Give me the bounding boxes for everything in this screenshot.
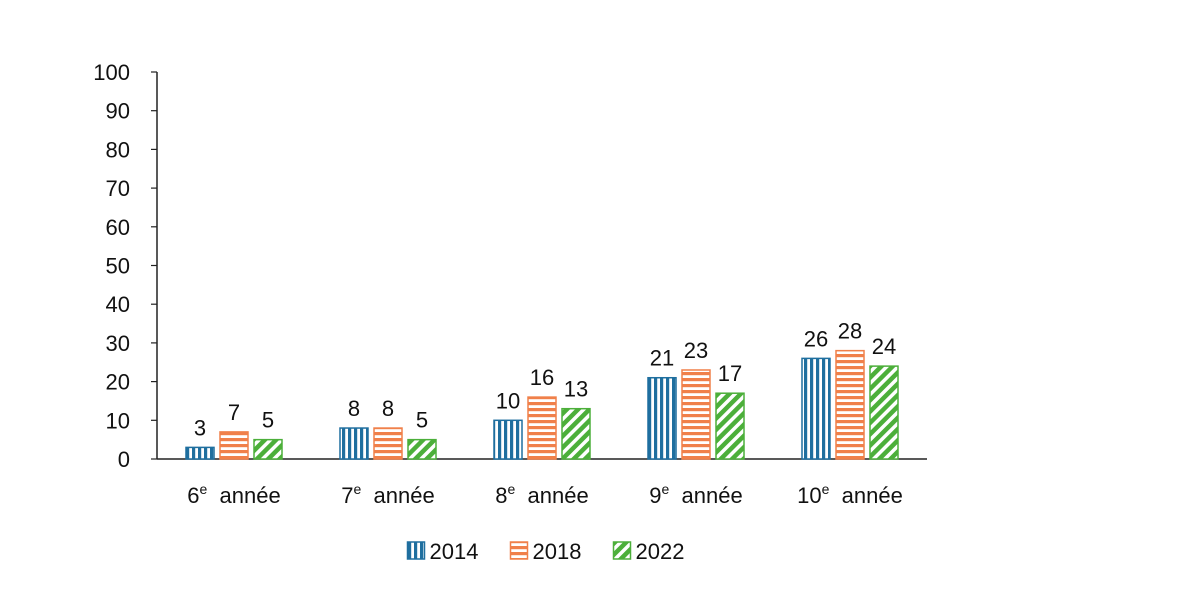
bar-2014-cat-2 (339, 427, 369, 460)
bar-2018-cat-2 (373, 427, 403, 460)
legend-swatch (509, 541, 529, 560)
data-label-2014-cat-1: 3 (194, 415, 206, 440)
y-tick-label: 100 (93, 60, 130, 85)
x-category-label: 10e année (797, 481, 903, 508)
x-category-label: 6e année (187, 481, 280, 508)
x-category-label: 9e année (649, 481, 742, 508)
data-label-2022-cat-1: 5 (262, 408, 274, 433)
data-label-2018-cat-1: 7 (228, 400, 240, 425)
category-labels-group: 6e année 7e année 8e année 9e année 10e anné… (187, 481, 903, 508)
bar-2022-cat-4 (715, 392, 745, 460)
bar-2022-cat-3 (561, 407, 591, 460)
data-label-2018-cat-2: 8 (382, 396, 394, 421)
y-tick-label: 90 (106, 99, 130, 124)
data-label-2022-cat-3: 13 (564, 377, 588, 402)
y-tick-label: 40 (106, 292, 130, 317)
data-label-2018-cat-3: 16 (530, 365, 554, 390)
data-label-2018-cat-4: 23 (684, 338, 708, 363)
legend-item-2014: 2014 (406, 539, 479, 564)
y-tick-label: 50 (106, 254, 130, 279)
y-tick-label: 30 (106, 331, 130, 356)
axes: 0 10 20 30 40 50 60 70 80 90 100 (93, 60, 927, 472)
y-tick-label: 80 (106, 137, 130, 162)
y-tick-label: 60 (106, 215, 130, 240)
data-label-2022-cat-4: 17 (718, 361, 742, 386)
bar-2014-cat-4 (647, 376, 677, 460)
bar-2018-cat-3 (527, 396, 557, 460)
bar-2018-cat-4 (681, 369, 711, 460)
bar-2018-cat-1 (219, 431, 249, 460)
data-label-2014-cat-5: 26 (804, 326, 828, 351)
y-tick-label: 10 (106, 408, 130, 433)
bars-group (185, 349, 899, 460)
legend-label: 2018 (533, 539, 582, 564)
bar-2014-cat-1 (185, 446, 215, 460)
legend-label: 2022 (636, 539, 685, 564)
y-tick-label: 70 (106, 176, 130, 201)
y-tick-label: 20 (106, 370, 130, 395)
bar-2018-cat-5 (835, 349, 865, 460)
legend: 2014 2018 2022 (406, 539, 685, 564)
x-category-label: 8e année (495, 481, 588, 508)
bar-2022-cat-5 (869, 365, 899, 460)
data-label-2014-cat-3: 10 (496, 388, 520, 413)
legend-item-2022: 2022 (612, 539, 685, 564)
y-tick-label: 0 (118, 447, 130, 472)
bar-2014-cat-3 (493, 419, 523, 460)
data-label-2014-cat-2: 8 (348, 396, 360, 421)
bar-2014-cat-5 (801, 357, 831, 460)
data-label-2022-cat-5: 24 (872, 334, 896, 359)
legend-swatch (612, 541, 632, 560)
bar-2022-cat-1 (253, 438, 283, 460)
legend-item-2018: 2018 (509, 539, 582, 564)
data-label-2018-cat-5: 28 (838, 319, 862, 344)
legend-label: 2014 (430, 539, 479, 564)
bar-2022-cat-2 (407, 438, 437, 460)
data-label-2014-cat-4: 21 (650, 346, 674, 371)
legend-swatch (406, 541, 426, 560)
x-category-label: 7e année (341, 481, 434, 508)
data-label-2022-cat-2: 5 (416, 408, 428, 433)
